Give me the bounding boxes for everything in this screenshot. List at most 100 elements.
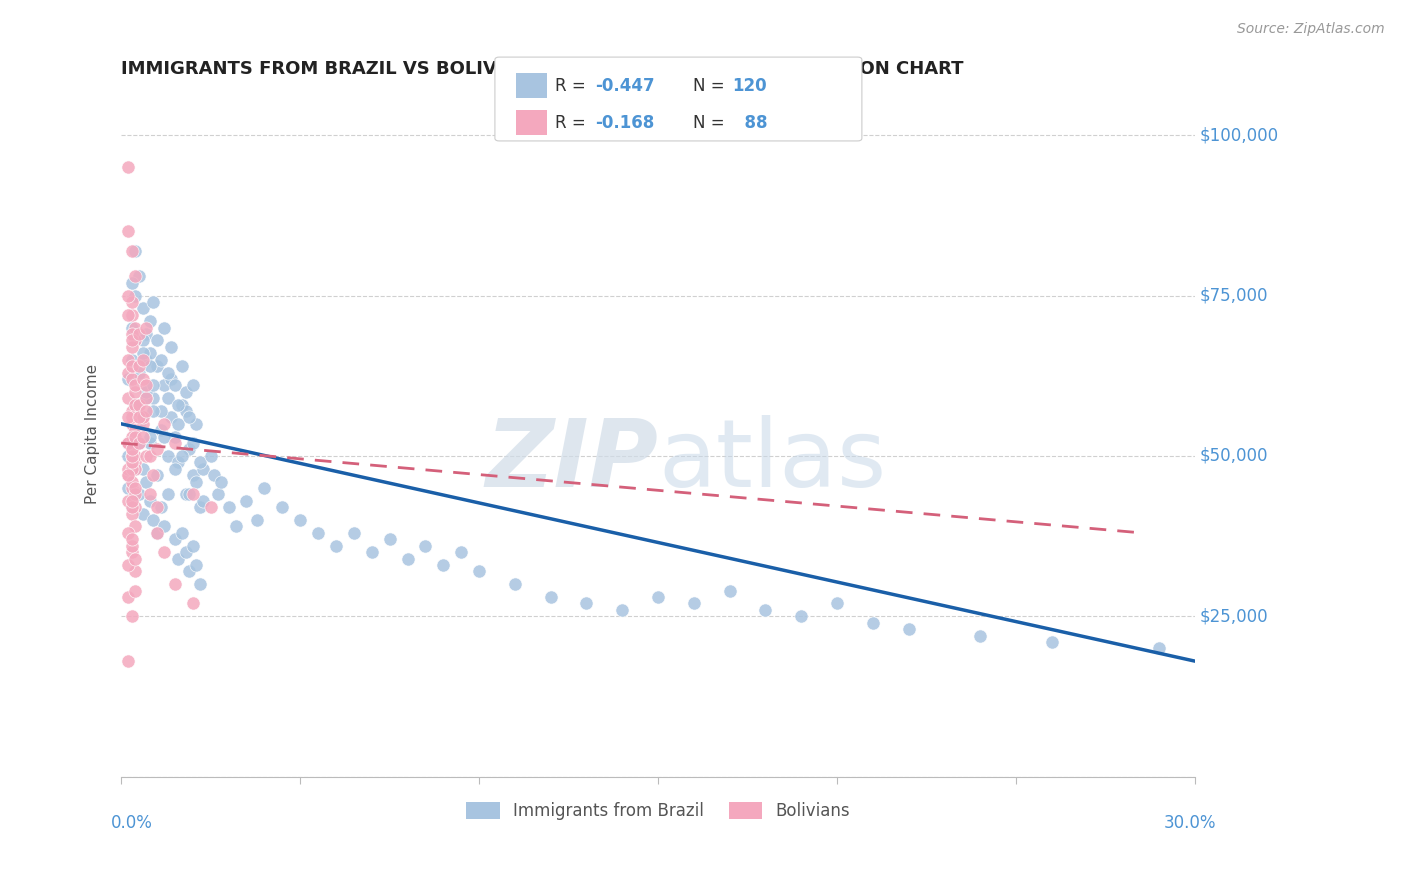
Point — [124, 500, 146, 515]
Point — [117, 366, 139, 380]
Point — [149, 404, 172, 418]
Point — [186, 417, 208, 431]
Point — [117, 468, 139, 483]
Point — [131, 372, 153, 386]
Point — [343, 525, 366, 540]
Text: $25,000: $25,000 — [1199, 607, 1268, 625]
Point — [149, 500, 172, 515]
Point — [121, 372, 143, 386]
Point — [121, 308, 143, 322]
Point — [174, 545, 197, 559]
Point — [124, 551, 146, 566]
Point — [121, 507, 143, 521]
Point — [121, 320, 143, 334]
Point — [170, 398, 193, 412]
Text: N =: N = — [693, 113, 730, 131]
Point — [135, 378, 157, 392]
Point — [124, 288, 146, 302]
Point — [325, 539, 347, 553]
Point — [202, 468, 225, 483]
Point — [246, 513, 269, 527]
Point — [170, 359, 193, 373]
Point — [121, 404, 143, 418]
Point — [117, 468, 139, 483]
Text: IMMIGRANTS FROM BRAZIL VS BOLIVIAN PER CAPITA INCOME CORRELATION CHART: IMMIGRANTS FROM BRAZIL VS BOLIVIAN PER C… — [121, 60, 963, 78]
Point — [121, 493, 143, 508]
Point — [124, 461, 146, 475]
Point — [897, 622, 920, 636]
Text: N =: N = — [693, 77, 730, 95]
Point — [124, 398, 146, 412]
Point — [139, 346, 162, 360]
Point — [193, 461, 215, 475]
Point — [146, 468, 169, 483]
Point — [153, 430, 176, 444]
Point — [131, 461, 153, 475]
Point — [181, 436, 204, 450]
Point — [135, 352, 157, 367]
Point — [146, 525, 169, 540]
Point — [218, 500, 240, 515]
Text: -0.447: -0.447 — [595, 77, 654, 95]
Text: $100,000: $100,000 — [1199, 126, 1278, 145]
Point — [1040, 635, 1063, 649]
Point — [862, 615, 884, 630]
Point — [139, 314, 162, 328]
Point — [124, 334, 146, 348]
Point — [131, 346, 153, 360]
Point — [135, 320, 157, 334]
Point — [181, 596, 204, 610]
Point — [139, 449, 162, 463]
Point — [124, 244, 146, 258]
Point — [121, 442, 143, 457]
Point — [124, 449, 146, 463]
Point — [135, 326, 157, 341]
Point — [156, 391, 179, 405]
Point — [288, 513, 311, 527]
Point — [163, 533, 186, 547]
Point — [153, 378, 176, 392]
Point — [117, 525, 139, 540]
Point — [181, 539, 204, 553]
Point — [540, 590, 562, 604]
Point — [163, 461, 186, 475]
Point — [135, 475, 157, 489]
Point — [149, 423, 172, 437]
Point — [121, 545, 143, 559]
Point — [146, 500, 169, 515]
Point — [188, 577, 211, 591]
Point — [170, 525, 193, 540]
Point — [179, 442, 201, 457]
Point — [142, 391, 165, 405]
Text: 30.0%: 30.0% — [1164, 814, 1216, 832]
Point — [156, 449, 179, 463]
Point — [683, 596, 706, 610]
Point — [163, 378, 186, 392]
Y-axis label: Per Capita Income: Per Capita Income — [86, 363, 100, 503]
Point — [117, 436, 139, 450]
Point — [124, 583, 146, 598]
Point — [174, 384, 197, 399]
Point — [135, 449, 157, 463]
Point — [124, 398, 146, 412]
Point — [121, 417, 143, 431]
Point — [117, 410, 139, 425]
Point — [128, 269, 150, 284]
Point — [146, 334, 169, 348]
Point — [117, 436, 139, 450]
Point — [128, 487, 150, 501]
Point — [647, 590, 669, 604]
Point — [121, 352, 143, 367]
Point — [174, 487, 197, 501]
Point — [167, 455, 190, 469]
Point — [142, 513, 165, 527]
Point — [163, 577, 186, 591]
Point — [225, 519, 247, 533]
Point — [117, 493, 139, 508]
Point — [128, 417, 150, 431]
Point — [179, 487, 201, 501]
Point — [121, 533, 143, 547]
Point — [117, 436, 139, 450]
Legend: Immigrants from Brazil, Bolivians: Immigrants from Brazil, Bolivians — [460, 795, 856, 827]
Point — [131, 301, 153, 316]
